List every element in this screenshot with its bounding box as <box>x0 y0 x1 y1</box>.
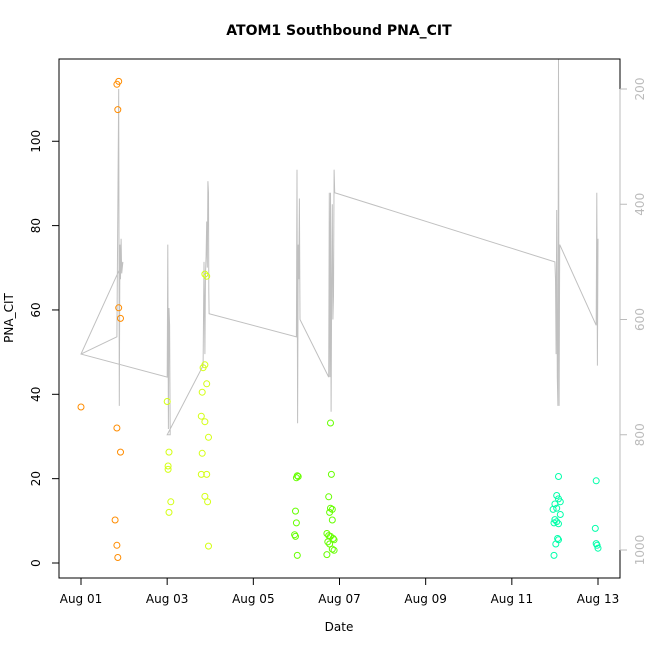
data-point <box>115 304 123 312</box>
y-tick-label: 0 <box>29 559 43 567</box>
data-point <box>117 448 124 456</box>
x-tick-label: Aug 05 <box>232 592 275 606</box>
y-tick-label: 100 <box>29 130 43 153</box>
data-point <box>327 470 335 478</box>
y-axis-label: PNA_CIT <box>2 292 16 342</box>
y-axis: 0 20 40 60 80 100 <box>29 130 60 567</box>
data-point <box>329 535 337 542</box>
points-layer <box>77 77 602 561</box>
chart-title: ATOM1 Southbound PNA_CIT <box>226 23 452 39</box>
data-point <box>550 519 558 527</box>
data-point <box>198 449 206 457</box>
data-point <box>292 519 300 527</box>
x-axis-label: Date <box>325 620 354 634</box>
data-point <box>115 77 123 85</box>
data-point <box>550 551 558 559</box>
secondary-series-line <box>80 58 599 436</box>
data-point <box>292 532 299 540</box>
data-point <box>326 508 334 516</box>
y2-tick-label: 1000 <box>633 535 647 566</box>
data-point <box>293 472 301 480</box>
data-point <box>549 505 557 513</box>
data-point <box>592 477 600 485</box>
data-point <box>198 388 206 396</box>
data-point <box>324 538 332 546</box>
data-point <box>325 493 333 501</box>
x-tick-label: Aug 07 <box>318 592 361 606</box>
data-point <box>199 364 207 372</box>
data-point <box>327 504 334 512</box>
data-point <box>205 542 212 550</box>
data-point <box>77 403 85 411</box>
data-point <box>328 516 336 524</box>
data-point <box>197 470 205 478</box>
data-point <box>113 541 121 549</box>
data-point <box>163 398 171 405</box>
x-tick-label: Aug 11 <box>491 592 534 606</box>
x-tick-label: Aug 09 <box>404 592 447 606</box>
secondary-line-layer <box>80 58 599 436</box>
data-point <box>555 473 562 480</box>
data-point <box>203 470 211 478</box>
data-point <box>294 473 302 480</box>
data-point <box>292 507 299 515</box>
data-point <box>556 511 564 518</box>
y2-tick-label: 200 <box>633 78 647 101</box>
data-point <box>164 462 172 470</box>
y2-tick-label: 400 <box>633 193 647 216</box>
data-point <box>323 551 331 559</box>
x-tick-label: Aug 01 <box>60 592 103 606</box>
data-point <box>552 540 560 548</box>
data-point <box>555 520 562 528</box>
data-point <box>201 270 209 278</box>
y-tick-label: 40 <box>29 387 43 402</box>
y-tick-label: 60 <box>29 302 43 317</box>
data-point <box>201 492 209 500</box>
data-point <box>117 314 124 322</box>
data-point <box>591 524 599 532</box>
data-point <box>204 498 212 506</box>
data-point <box>551 516 559 524</box>
y2-tick-label: 600 <box>633 308 647 331</box>
y2-tick-label: 800 <box>633 423 647 446</box>
data-point <box>327 419 334 427</box>
data-point <box>330 536 338 544</box>
data-point <box>594 544 602 552</box>
y2-axis: 200 400 600 800 1000 <box>619 78 647 566</box>
data-point <box>293 551 301 559</box>
x-axis: Aug 01 Aug 03 Aug 05 Aug 07 Aug 09 Aug 11 Aug … <box>60 577 620 606</box>
x-tick-label: Aug 03 <box>146 592 189 606</box>
data-point <box>201 418 209 426</box>
data-point <box>167 498 175 506</box>
y-tick-label: 20 <box>29 471 43 486</box>
data-point <box>164 465 172 473</box>
data-point <box>111 516 119 524</box>
data-point <box>553 492 561 499</box>
data-point <box>328 545 336 553</box>
data-point <box>165 508 173 516</box>
data-point <box>203 380 211 388</box>
x-tick-label: Aug 13 <box>577 592 620 606</box>
data-point <box>165 448 173 456</box>
data-point <box>593 541 601 549</box>
y-tick-label: 80 <box>29 218 43 233</box>
data-point <box>330 546 338 554</box>
data-point <box>203 272 211 280</box>
data-point <box>197 412 205 420</box>
data-point <box>113 424 121 432</box>
data-point <box>553 504 561 512</box>
data-point <box>205 433 212 441</box>
data-point <box>114 554 122 561</box>
data-point <box>114 106 122 114</box>
